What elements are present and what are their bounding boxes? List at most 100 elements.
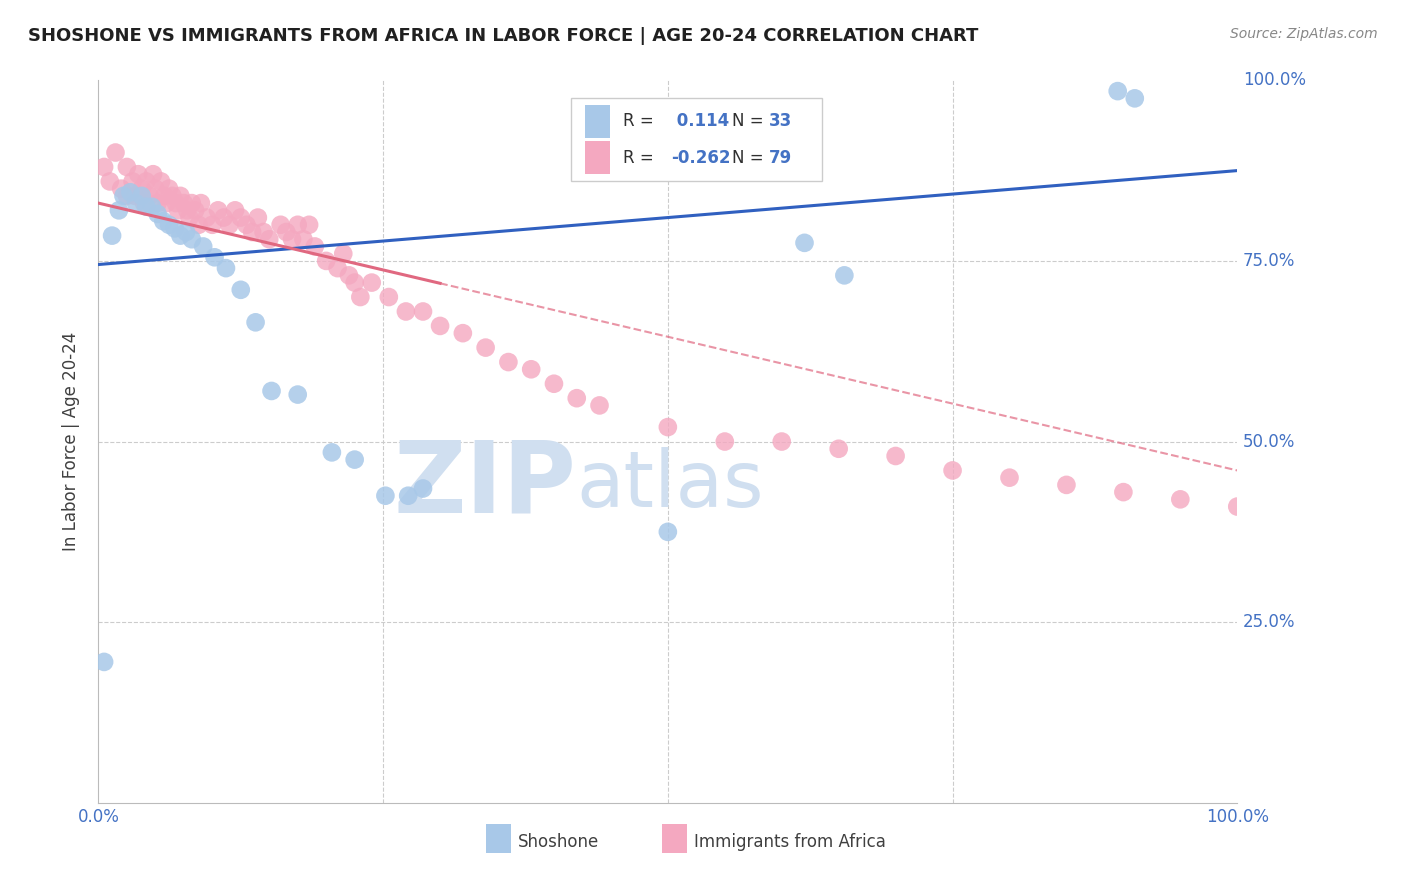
Point xyxy=(101,228,124,243)
Point xyxy=(190,196,212,211)
Point xyxy=(115,160,138,174)
Point xyxy=(1226,500,1249,514)
Point xyxy=(292,232,315,246)
Point xyxy=(588,398,610,412)
Point xyxy=(93,655,115,669)
Point xyxy=(260,384,283,398)
Point xyxy=(240,225,263,239)
Text: 25.0%: 25.0% xyxy=(1243,613,1295,632)
Point xyxy=(942,463,965,477)
Point xyxy=(204,250,226,264)
Point xyxy=(343,276,366,290)
Point xyxy=(131,182,153,196)
Point xyxy=(138,189,160,203)
Text: -0.262: -0.262 xyxy=(671,149,731,167)
Point xyxy=(429,318,451,333)
Text: Immigrants from Africa: Immigrants from Africa xyxy=(695,833,886,851)
Point xyxy=(396,489,419,503)
Text: 79: 79 xyxy=(769,149,793,167)
Point xyxy=(173,196,195,211)
Point xyxy=(104,145,127,160)
Point xyxy=(374,489,396,503)
Point xyxy=(218,218,240,232)
Point xyxy=(146,207,169,221)
Point xyxy=(474,341,496,355)
Point xyxy=(395,304,418,318)
Text: atlas: atlas xyxy=(576,447,765,523)
Text: N =: N = xyxy=(731,112,769,130)
Point xyxy=(127,167,149,181)
Point xyxy=(229,211,252,225)
Point xyxy=(828,442,851,456)
Point xyxy=(153,189,176,203)
Point xyxy=(520,362,543,376)
Text: Source: ZipAtlas.com: Source: ZipAtlas.com xyxy=(1230,27,1378,41)
Point xyxy=(98,174,121,188)
Point xyxy=(229,283,252,297)
Point xyxy=(124,189,146,203)
Text: N =: N = xyxy=(731,149,769,167)
Text: R =: R = xyxy=(623,149,659,167)
Point xyxy=(157,182,180,196)
Point xyxy=(150,174,173,188)
Point xyxy=(156,196,179,211)
Point xyxy=(115,189,138,203)
Point xyxy=(834,268,856,283)
Point xyxy=(245,315,267,329)
Point xyxy=(145,182,167,196)
Point xyxy=(152,214,174,228)
Point xyxy=(108,203,131,218)
Point xyxy=(169,228,191,243)
Point xyxy=(714,434,737,449)
Point xyxy=(298,218,321,232)
Point xyxy=(187,218,209,232)
Point xyxy=(1107,84,1129,98)
Point xyxy=(770,434,793,449)
Point xyxy=(1123,91,1146,105)
Point xyxy=(287,387,309,401)
Point xyxy=(884,449,907,463)
Y-axis label: In Labor Force | Age 20-24: In Labor Force | Age 20-24 xyxy=(62,332,80,551)
Point xyxy=(276,225,298,239)
Point xyxy=(565,391,588,405)
Point xyxy=(135,200,157,214)
Point xyxy=(657,524,679,539)
Point xyxy=(165,196,187,211)
Point xyxy=(174,225,197,239)
Point xyxy=(343,452,366,467)
Point xyxy=(498,355,520,369)
Text: ZIP: ZIP xyxy=(394,436,576,533)
Point xyxy=(360,276,382,290)
Point xyxy=(349,290,371,304)
Point xyxy=(131,189,153,203)
Point xyxy=(176,203,198,218)
Text: 100.0%: 100.0% xyxy=(1243,71,1306,89)
Point xyxy=(270,218,292,232)
Point xyxy=(332,246,354,260)
Point xyxy=(259,232,281,246)
Point xyxy=(451,326,474,340)
Point xyxy=(141,200,163,214)
Point xyxy=(287,218,309,232)
Point xyxy=(167,203,190,218)
FancyBboxPatch shape xyxy=(571,98,821,181)
Point xyxy=(235,218,257,232)
Point xyxy=(184,203,207,218)
Point xyxy=(281,232,304,246)
Point xyxy=(412,482,434,496)
Point xyxy=(157,218,180,232)
FancyBboxPatch shape xyxy=(662,824,688,854)
Point xyxy=(378,290,401,304)
Point xyxy=(201,218,224,232)
Point xyxy=(125,196,148,211)
Point xyxy=(180,196,202,211)
FancyBboxPatch shape xyxy=(585,105,610,137)
FancyBboxPatch shape xyxy=(585,141,610,174)
Point xyxy=(132,196,155,211)
Point xyxy=(195,211,218,225)
Point xyxy=(1170,492,1192,507)
Point xyxy=(207,203,229,218)
Point xyxy=(326,261,349,276)
Point xyxy=(110,182,132,196)
Point xyxy=(246,211,269,225)
